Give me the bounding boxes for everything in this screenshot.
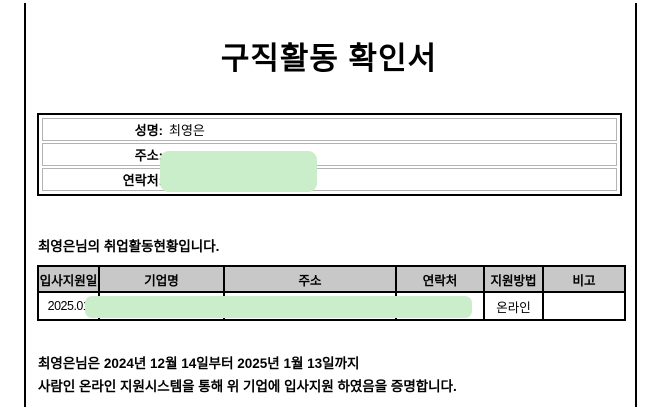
page-left-border-line — [24, 3, 26, 407]
header-address: 주소 — [223, 265, 397, 293]
header-apply-method: 지원방법 — [483, 265, 544, 293]
document-title: 구직활동 확인서 — [220, 41, 438, 76]
cell-apply-method: 온라인 — [483, 291, 544, 321]
activity-heading: 최영은님의 취업활동현황입니다. — [38, 239, 220, 254]
redacted-address-contact-block — [160, 151, 317, 192]
table-header-row: 입사지원일 기업명 주소 연락처 지원방법 비고 — [37, 265, 626, 293]
info-row-address: 주소: — [42, 143, 617, 166]
info-row-name: 성명: 최영은 — [42, 118, 617, 141]
header-note: 비고 — [542, 265, 626, 293]
name-value: 최영은 — [169, 123, 205, 138]
contact-label: 연락처: — [122, 173, 163, 188]
info-row-contact: 연락처: — [42, 168, 617, 191]
redacted-company-info-block — [85, 296, 472, 318]
name-label: 성명: — [134, 123, 163, 138]
cell-note — [542, 291, 626, 321]
header-apply-date: 입사지원일 — [37, 265, 100, 293]
certification-line-2: 사람인 온라인 지원시스템을 통해 위 기업에 입사지원 하였음을 증명합니다. — [38, 379, 457, 394]
certification-statement: 최영은님은 2024년 12월 14일부터 2025년 1월 13일까지 사람인… — [38, 352, 457, 398]
address-label: 주소: — [134, 148, 163, 163]
page-right-border-line — [635, 3, 637, 407]
certification-line-1: 최영은님은 2024년 12월 14일부터 2025년 1월 13일까지 — [38, 356, 360, 371]
applicant-info-box: 성명: 최영은 주소: 연락처: — [37, 113, 622, 196]
header-company: 기업명 — [98, 265, 225, 293]
header-contact: 연락처 — [395, 265, 485, 293]
